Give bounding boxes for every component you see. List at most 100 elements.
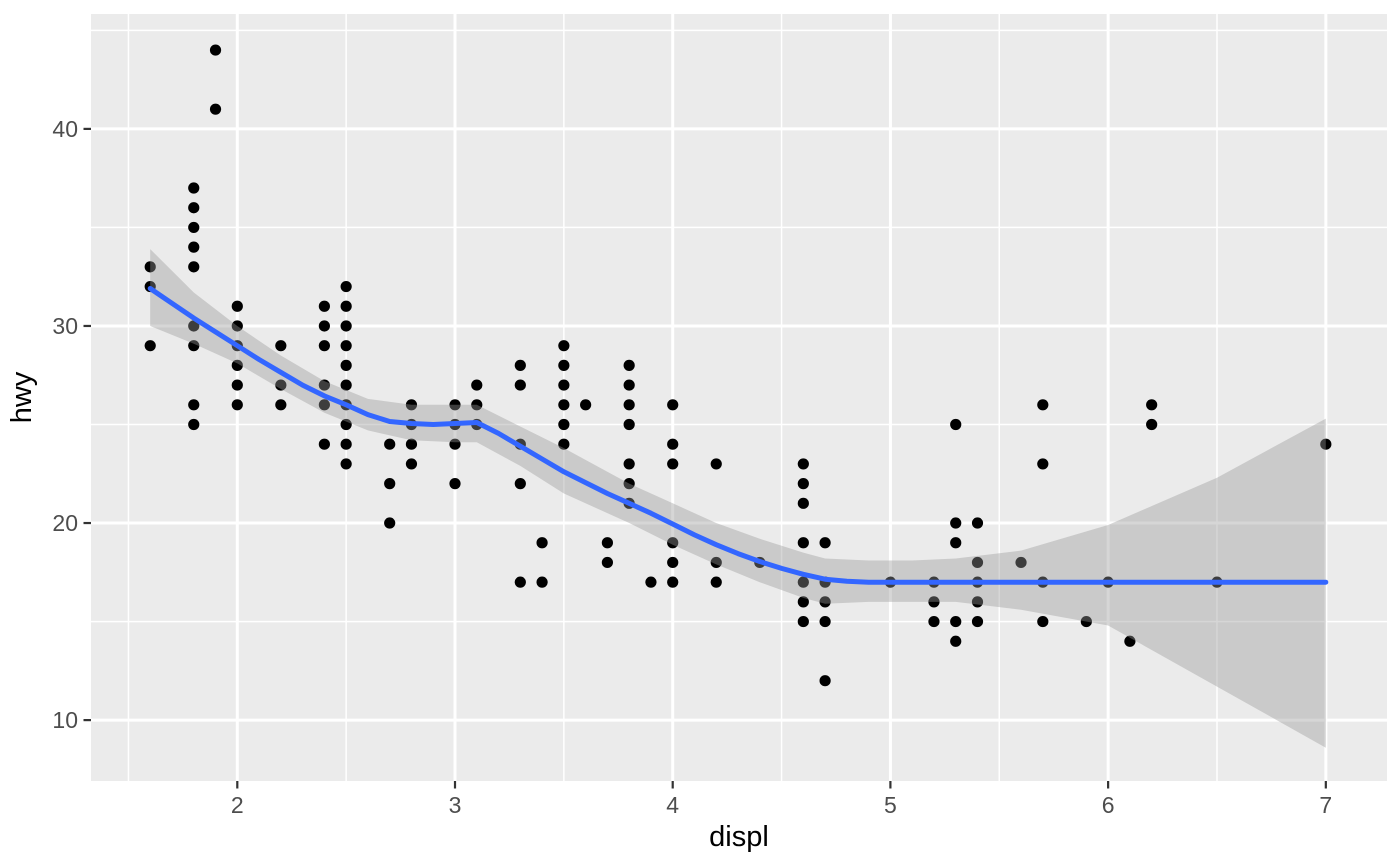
- data-point: [558, 379, 570, 391]
- data-point: [601, 556, 613, 569]
- data-point: [1037, 615, 1049, 628]
- y-tick-label: 40: [52, 116, 78, 142]
- data-point: [623, 359, 635, 371]
- data-point: [667, 537, 679, 549]
- data-point: [318, 320, 330, 332]
- data-point: [449, 438, 461, 450]
- data-point: [340, 280, 352, 293]
- x-tick-label: 5: [884, 792, 897, 818]
- data-point: [950, 537, 962, 549]
- data-point: [209, 44, 222, 56]
- data-point: [558, 359, 570, 371]
- data-point: [667, 458, 679, 470]
- data-point: [340, 340, 352, 352]
- data-point: [384, 478, 396, 490]
- data-point: [710, 556, 722, 569]
- data-point: [623, 478, 635, 490]
- data-point: [318, 379, 330, 391]
- data-point: [188, 418, 200, 431]
- data-point: [318, 399, 330, 411]
- y-axis-title: hwy: [6, 371, 38, 423]
- data-point: [950, 615, 962, 628]
- x-tick-label: 4: [666, 792, 679, 818]
- data-point: [667, 438, 679, 450]
- panel-background: [91, 14, 1387, 781]
- data-point: [1146, 418, 1158, 431]
- data-point: [144, 261, 156, 273]
- data-point: [623, 418, 635, 431]
- data-point: [514, 478, 526, 490]
- x-tick-label: 3: [449, 792, 462, 818]
- data-point: [1015, 556, 1027, 569]
- data-point: [318, 438, 330, 450]
- x-tick-label: 7: [1319, 792, 1332, 818]
- data-point: [558, 438, 570, 450]
- y-tick-label: 20: [52, 510, 78, 536]
- data-point: [340, 359, 352, 371]
- x-axis-title: displ: [709, 821, 769, 853]
- data-point: [405, 458, 418, 470]
- data-point: [275, 379, 287, 391]
- data-point: [449, 399, 461, 411]
- data-point: [558, 418, 570, 431]
- data-point: [1037, 399, 1049, 411]
- data-point: [819, 596, 831, 608]
- data-point: [405, 438, 418, 450]
- data-point: [623, 379, 635, 391]
- data-point: [384, 438, 396, 450]
- data-point: [231, 359, 243, 371]
- data-point: [1320, 438, 1332, 450]
- data-point: [318, 300, 330, 312]
- data-point: [188, 241, 200, 253]
- data-point: [601, 537, 613, 549]
- data-point: [1124, 635, 1136, 647]
- data-point: [471, 379, 483, 391]
- data-point: [340, 300, 352, 312]
- plot-panel: 2 3 4 5 6 7 10 20 30 40: [52, 14, 1387, 818]
- data-point: [667, 576, 679, 588]
- data-point: [405, 399, 418, 411]
- data-point: [188, 202, 200, 214]
- data-point: [536, 537, 548, 549]
- data-point: [623, 458, 635, 470]
- data-point: [340, 379, 352, 391]
- data-point: [950, 418, 962, 431]
- data-point: [1037, 458, 1049, 470]
- data-point: [971, 615, 984, 628]
- data-point: [710, 458, 722, 470]
- x-tick-label: 6: [1102, 792, 1115, 818]
- data-point: [971, 556, 984, 569]
- data-point: [231, 379, 243, 391]
- x-tick-label: 2: [231, 792, 244, 818]
- data-point: [209, 103, 222, 115]
- data-point: [819, 675, 831, 687]
- data-point: [580, 399, 592, 411]
- data-point: [188, 340, 200, 352]
- data-point: [819, 537, 831, 549]
- data-point: [188, 261, 200, 273]
- data-point: [667, 399, 679, 411]
- data-point: [514, 576, 526, 588]
- data-point: [797, 478, 809, 490]
- data-point: [340, 320, 352, 332]
- data-point: [384, 517, 396, 529]
- data-point: [950, 517, 962, 529]
- y-tick-label: 10: [52, 707, 78, 733]
- data-point: [514, 379, 526, 391]
- data-point: [231, 320, 243, 332]
- data-point: [797, 596, 809, 608]
- data-point: [710, 576, 722, 588]
- data-point: [340, 458, 352, 470]
- data-point: [144, 340, 156, 352]
- data-point: [797, 615, 809, 628]
- data-point: [340, 438, 352, 450]
- data-point: [797, 458, 809, 470]
- smooth-line: [147, 286, 1329, 585]
- data-point: [558, 399, 570, 411]
- data-point: [928, 596, 940, 608]
- data-point: [928, 615, 940, 628]
- data-point: [188, 221, 200, 234]
- data-point: [1080, 615, 1092, 628]
- data-point: [275, 340, 287, 352]
- data-point: [971, 596, 984, 608]
